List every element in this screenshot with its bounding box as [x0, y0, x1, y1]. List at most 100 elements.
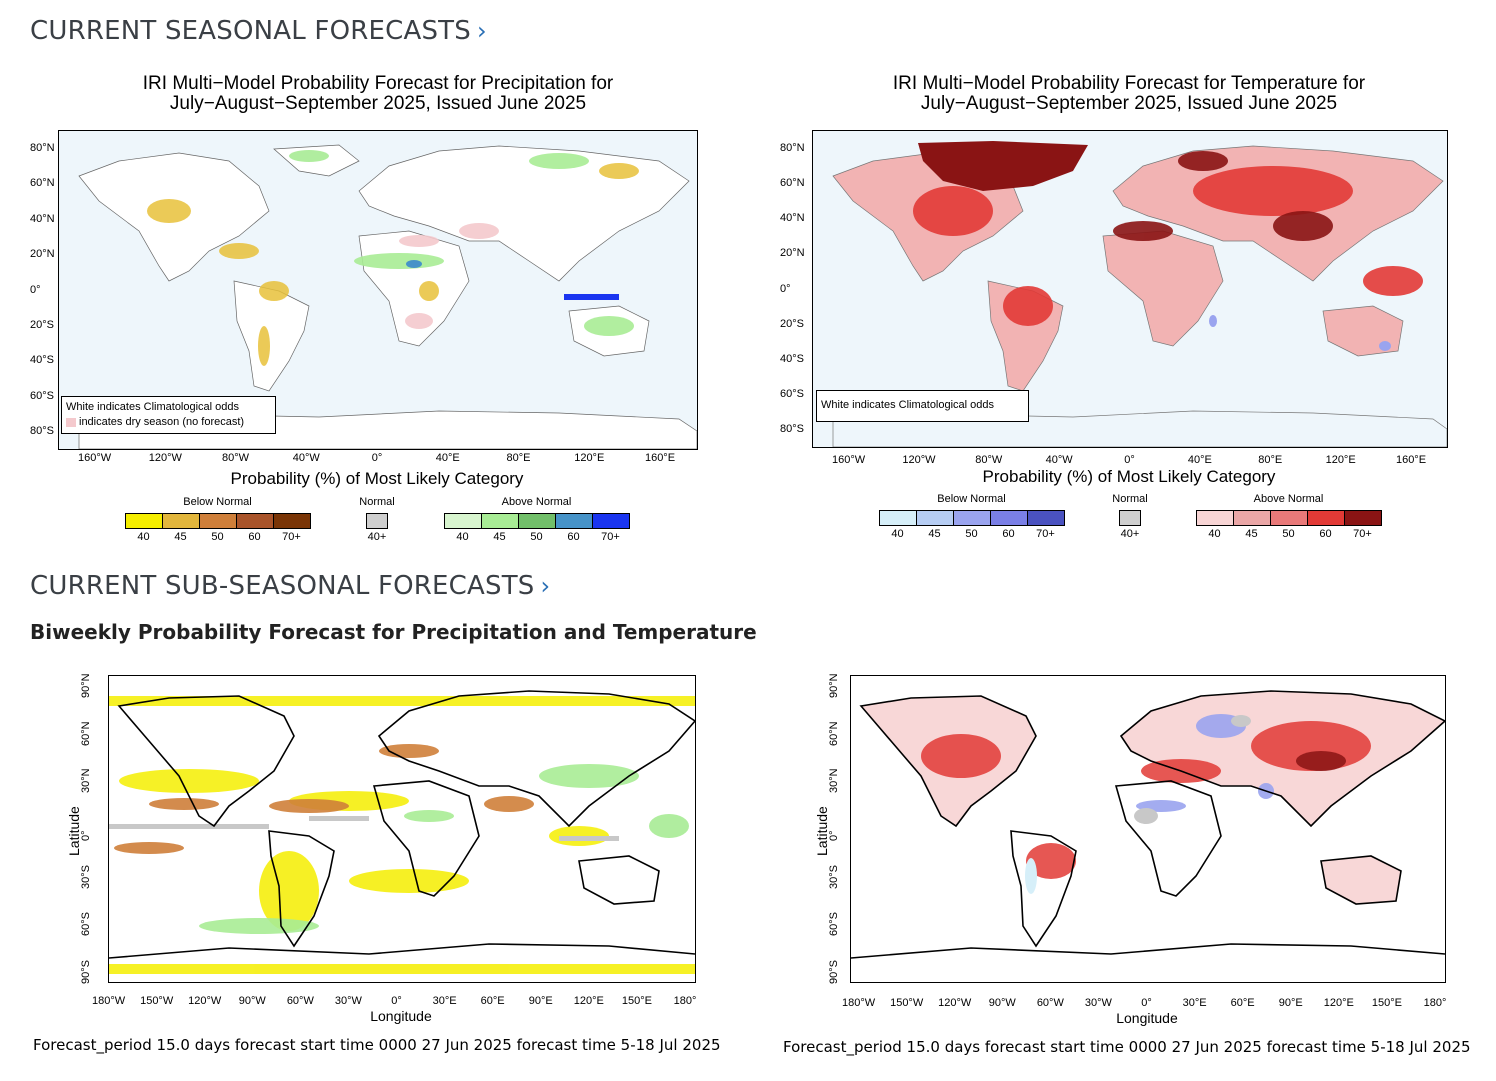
- temp-map-frame: White indicates Climatological odds: [812, 130, 1448, 448]
- precip-map-legend: White indicates Climatological odds indi…: [61, 396, 276, 434]
- above-normal-label: 70+: [1353, 528, 1372, 540]
- lon-tick-label: 0°: [371, 452, 383, 464]
- lon-tick-label: 40°E: [1187, 454, 1212, 466]
- biweekly-subheading: Biweekly Probability Forecast for Precip…: [30, 620, 757, 644]
- biweekly-temp-world: [851, 690, 1445, 959]
- precip-legend-line2: indicates dry season (no forecast): [66, 415, 271, 430]
- lat-tick-label: 60°N: [780, 177, 805, 190]
- above-normal-swatch: [444, 513, 482, 529]
- temp-world-map: [832, 141, 1447, 447]
- below-normal-swatch: [236, 513, 274, 529]
- above-normal-label: 60: [1319, 528, 1332, 540]
- lon-tick-label: 180°: [673, 995, 697, 1007]
- subseasonal-heading-text[interactable]: CURRENT SUB-SEASONAL FORECASTS: [30, 571, 535, 601]
- below-normal-label: 45: [928, 528, 941, 540]
- biweekly-temp-frame: [850, 675, 1446, 983]
- lon-tick-label: 160°W: [78, 452, 112, 464]
- below-normal-label: 70+: [282, 531, 301, 543]
- below-normal-swatch: [1027, 510, 1065, 526]
- temp-legend-line1: White indicates Climatological odds: [821, 399, 995, 411]
- below-normal-swatch: [916, 510, 954, 526]
- above-normal-swatch: [481, 513, 519, 529]
- temp-title-line1: IRI Multi−Model Probability Forecast for…: [892, 73, 1366, 94]
- normal-title: Normal: [359, 496, 395, 508]
- lon-tick-label: 80°W: [975, 454, 1003, 466]
- lon-tick-label: 150°W: [140, 995, 174, 1007]
- lon-tick-label: 60°W: [1036, 997, 1064, 1009]
- biweekly-temp-xlabel: Longitude: [1116, 1010, 1178, 1026]
- below-normal-label: 40: [137, 531, 150, 543]
- lon-tick-label: 30°E: [432, 995, 457, 1007]
- below-normal-label: 50: [965, 528, 978, 540]
- lat-tick-label: 20°S: [780, 317, 804, 330]
- above-normal-label: 45: [1245, 528, 1258, 540]
- above-normal-swatch: [1270, 510, 1308, 526]
- lon-tick-label: 150°E: [621, 995, 652, 1007]
- seasonal-forecasts-heading[interactable]: CURRENT SEASONAL FORECASTS ›: [30, 16, 487, 46]
- lon-tick-label: 150°W: [890, 997, 924, 1009]
- lon-tick-label: 120°W: [148, 452, 182, 464]
- above-normal-swatch: [1307, 510, 1345, 526]
- lat-tick-label: 90°N: [80, 673, 92, 698]
- precip-title-line2: July−August−September 2025, Issued June …: [169, 93, 587, 114]
- lat-tick-label: 0°: [80, 830, 92, 841]
- biweekly-temp-caption: Forecast_period 15.0 days forecast start…: [783, 1038, 1471, 1056]
- lat-tick-label: 40°S: [30, 354, 54, 367]
- lat-tick-label: 80°N: [780, 142, 805, 154]
- lon-tick-label: 160°E: [644, 452, 676, 464]
- lon-tick-label: 60°E: [480, 995, 505, 1007]
- biweekly-precip-world: [109, 690, 695, 974]
- temp-xlabel: Probability (%) of Most Likely Category: [982, 467, 1276, 486]
- lat-tick-label: 30°S: [828, 864, 840, 889]
- above-normal-title: Above Normal: [501, 496, 572, 508]
- lon-tick-label: 180°W: [842, 997, 876, 1009]
- below-normal-title: Below Normal: [937, 493, 1006, 505]
- above-normal-label: 45: [493, 531, 506, 543]
- lat-tick-label: 30°N: [80, 768, 92, 794]
- biweekly-precip-frame: [108, 675, 696, 983]
- lon-tick-label: 120°E: [574, 452, 605, 464]
- lon-tick-label: 80°E: [1258, 454, 1283, 466]
- above-normal-label: 40: [1208, 528, 1221, 540]
- chevron-right-icon[interactable]: ›: [540, 572, 551, 600]
- lon-tick-label: 60°E: [1230, 997, 1255, 1009]
- biweekly-precip-caption: Forecast_period 15.0 days forecast start…: [33, 1036, 721, 1054]
- below-normal-swatch: [199, 513, 237, 529]
- temp-title-line2: July−August−September 2025, Issued June …: [920, 93, 1338, 114]
- above-normal-label: 40: [456, 531, 469, 543]
- lon-tick-label: 90°W: [988, 997, 1016, 1009]
- lat-tick-label: 80°N: [30, 142, 55, 154]
- below-normal-swatch: [162, 513, 200, 529]
- precip-title-line1: IRI Multi−Model Probability Forecast for…: [142, 73, 614, 94]
- lon-tick-label: 30°W: [1084, 997, 1112, 1009]
- lat-tick-label: 20°S: [30, 318, 54, 331]
- lon-tick-label: 80°W: [221, 452, 250, 464]
- lon-tick-label: 180°: [1423, 997, 1447, 1009]
- lat-tick-label: 40°N: [30, 212, 55, 225]
- seasonal-heading-text[interactable]: CURRENT SEASONAL FORECASTS: [30, 16, 471, 46]
- lon-tick-label: 160°W: [832, 454, 866, 466]
- lon-tick-label: 60°W: [286, 995, 314, 1007]
- lat-tick-label: 90°S: [80, 960, 92, 984]
- lon-tick-label: 0°: [1141, 997, 1152, 1009]
- lon-tick-label: 40°W: [1045, 454, 1073, 466]
- subseasonal-forecasts-heading[interactable]: CURRENT SUB-SEASONAL FORECASTS ›: [30, 571, 550, 601]
- lon-tick-label: 90°W: [238, 995, 266, 1007]
- above-normal-label: 50: [1282, 528, 1295, 540]
- chevron-right-icon[interactable]: ›: [476, 17, 487, 45]
- precip-xlabel: Probability (%) of Most Likely Category: [230, 469, 524, 488]
- lon-tick-label: 120°W: [938, 997, 972, 1009]
- precip-legend-line1: White indicates Climatological odds: [66, 401, 240, 413]
- lat-tick-label: 0°: [780, 282, 791, 295]
- lon-tick-label: 90°E: [1278, 997, 1303, 1009]
- above-normal-label: 70+: [601, 531, 620, 543]
- precip-legend-line2-text: indicates dry season (no forecast): [79, 416, 245, 428]
- temp-map-legend: White indicates Climatological odds: [816, 390, 1029, 422]
- lon-tick-label: 40°E: [435, 452, 460, 464]
- above-normal-label: 60: [567, 531, 580, 543]
- below-normal-label: 50: [211, 531, 224, 543]
- above-normal-swatch: [1344, 510, 1382, 526]
- below-normal-swatch: [879, 510, 917, 526]
- lat-tick-label: 60°S: [828, 912, 840, 937]
- lon-tick-label: 120°W: [188, 995, 222, 1007]
